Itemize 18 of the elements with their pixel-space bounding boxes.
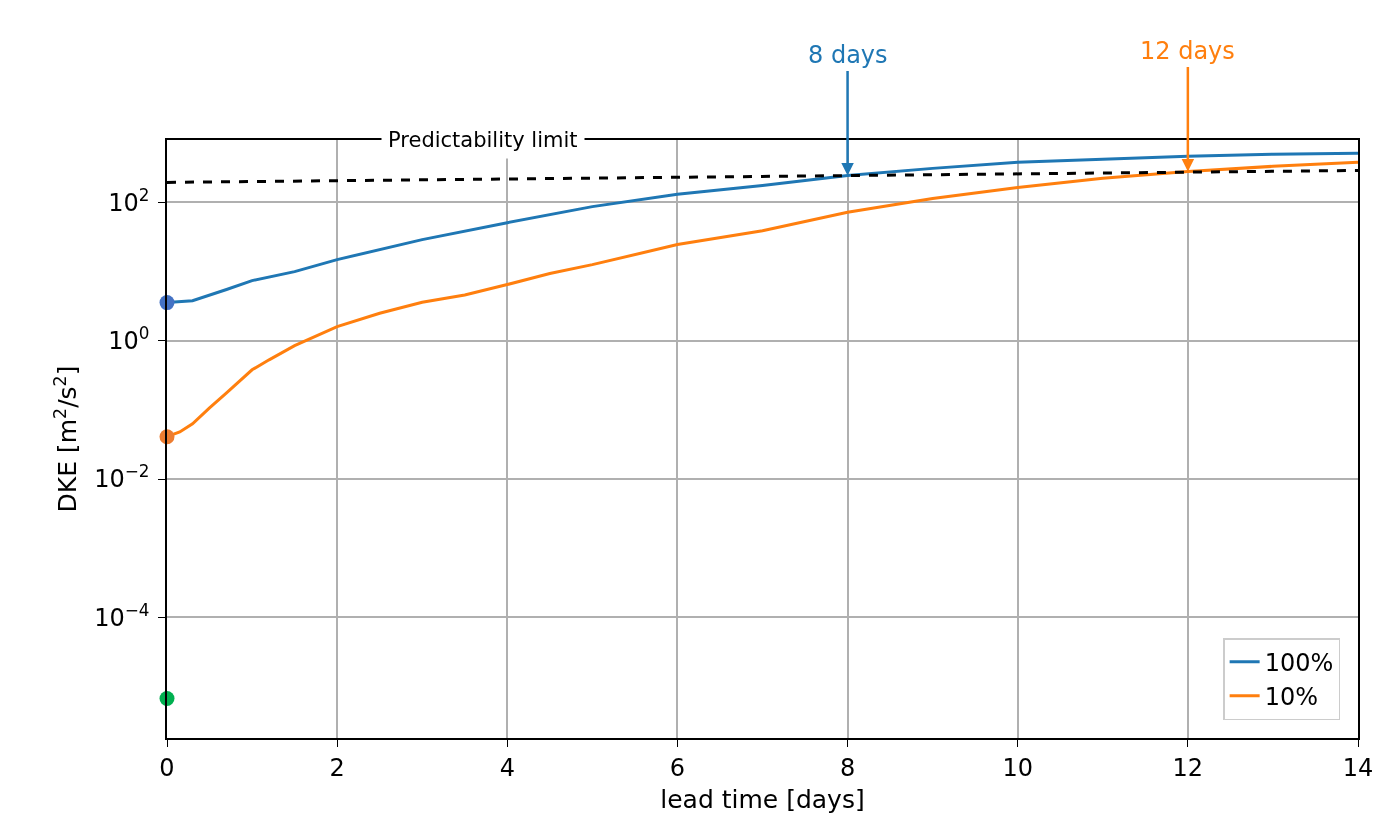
x-tick-label: 8: [839, 753, 856, 782]
legend-label: 100%: [1264, 649, 1334, 678]
y-tick-label: 10$^{−2}$: [94, 461, 150, 494]
x-tick-label: 4: [499, 753, 515, 782]
x-tick-label: 12: [1172, 753, 1204, 782]
x-tick-label: 0: [159, 753, 175, 782]
x-tick-label: 6: [669, 753, 686, 782]
x-tick-label: 14: [1342, 753, 1374, 782]
x-axis-title: lead time [days]: [660, 785, 865, 815]
y-tick-label: 10$^{0}$: [108, 323, 150, 356]
y-tick-label: 10$^{−4}$: [94, 599, 150, 632]
legend-label: 10%: [1264, 683, 1318, 712]
annotation: 8 days: [808, 41, 888, 69]
annotation: Predictability limit: [388, 128, 578, 152]
annotation: 12 days: [1140, 37, 1235, 65]
y-tick-label: 10$^{2}$: [108, 184, 150, 217]
x-tick-label: 10: [1002, 753, 1033, 782]
x-tick-label: 2: [329, 753, 345, 782]
